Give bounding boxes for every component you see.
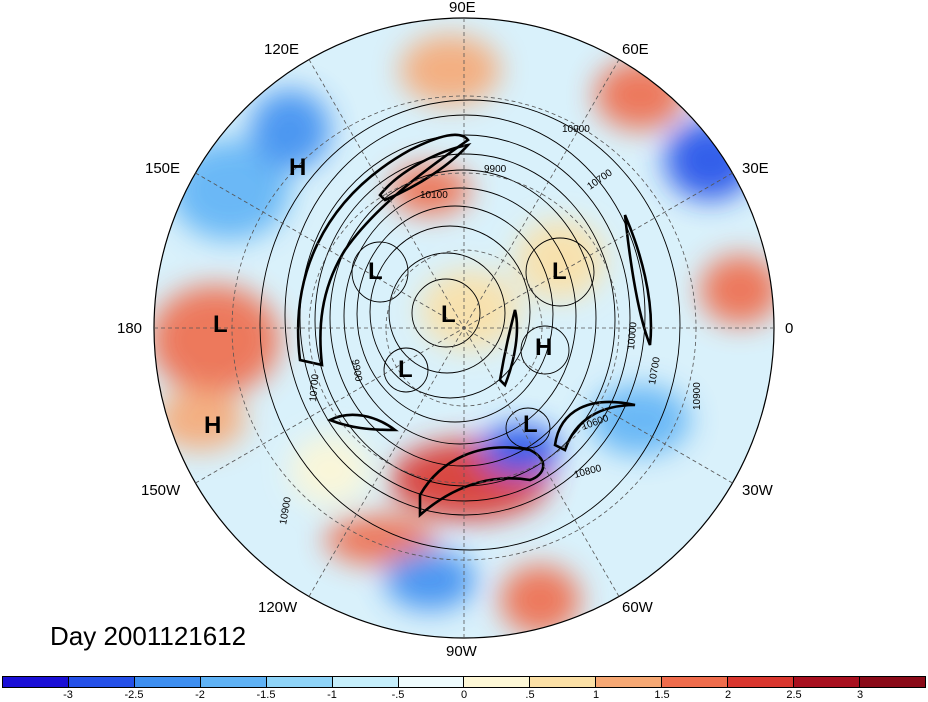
colorbar-tick-label: -3 [63,689,73,701]
contour-label: 10700 [647,356,663,386]
lon-label-120w: 120W [258,599,298,616]
geopotential-contours [259,99,681,551]
colorbar-swatch [3,677,69,687]
pressure-center-high: H [535,334,553,361]
contour-label: 10700 [308,373,321,402]
colorbar-tick-label: 2.5 [786,689,802,701]
colorbar-swatch [266,677,333,687]
pressure-center-low: L [523,411,538,438]
colorbar-tick-label: -1.5 [256,689,276,701]
colorbar-swatch [794,677,860,687]
colorbar-tick-label: -2.5 [124,689,144,701]
colorbar-swatch [200,677,267,687]
lon-label-30w: 30W [742,482,773,499]
contour-label: 9900 [484,164,507,175]
lon-label-0: 0 [785,320,794,337]
colorbar-tick-label: 1.5 [654,689,670,701]
pressure-center-low: L [368,258,383,285]
lon-label-90w: 90W [446,643,477,660]
date-title: Day 2001121612 [50,621,247,651]
colorbar-tick-label: -.5 [391,689,405,701]
colorbar-swatch [134,677,201,687]
lon-label-150w: 150W [141,482,181,499]
colorbar-swatch [662,677,729,687]
colorbar-swatch [859,677,925,687]
colorbar-swatch [530,677,597,687]
colorbar-swatch [68,677,135,687]
graticule [154,18,774,638]
pressure-center-low: L [552,258,567,285]
lon-label-180: 180 [117,320,143,337]
colorbar-tick-label: -1 [327,689,337,701]
colorbar-tick-label: 2 [724,689,732,701]
lon-label-60w: 60W [622,599,653,616]
colorbar-tick-label: .5 [525,689,535,701]
lon-label-150e: 150E [145,160,181,177]
contour-label: 10900 [562,124,590,135]
lon-label-90e: 90E [449,0,476,16]
contour-label: 10900 [692,382,703,410]
pressure-center-low: L [441,301,456,328]
colorbar-tick-label: -2 [195,689,205,701]
pressure-center-low: L [398,356,413,383]
colorbar-swatch [596,677,663,687]
contour-label: 9900 [349,359,364,383]
pressure-center-low: L [213,311,228,338]
lon-label-120e: 120E [264,41,300,58]
jet-contours [296,133,653,518]
contour-label: 10900 [278,496,294,526]
colorbar [2,676,926,688]
contour-label: 10000 [626,321,639,350]
pressure-center-high: H [289,154,307,181]
colorbar-swatch [332,677,399,687]
colorbar-swatch [464,677,531,687]
colorbar-swatch [728,677,795,687]
colorbar-tick-label: 3 [856,689,864,701]
colorbar-tick-label: 1 [592,689,600,701]
colorbar-swatch [398,677,465,687]
contour-label: 10100 [420,190,448,201]
pressure-center-high: H [204,412,222,439]
lon-label-30e: 30E [742,160,769,177]
lon-label-60e: 60E [622,41,649,58]
colorbar-tick-label: 0 [460,689,468,701]
